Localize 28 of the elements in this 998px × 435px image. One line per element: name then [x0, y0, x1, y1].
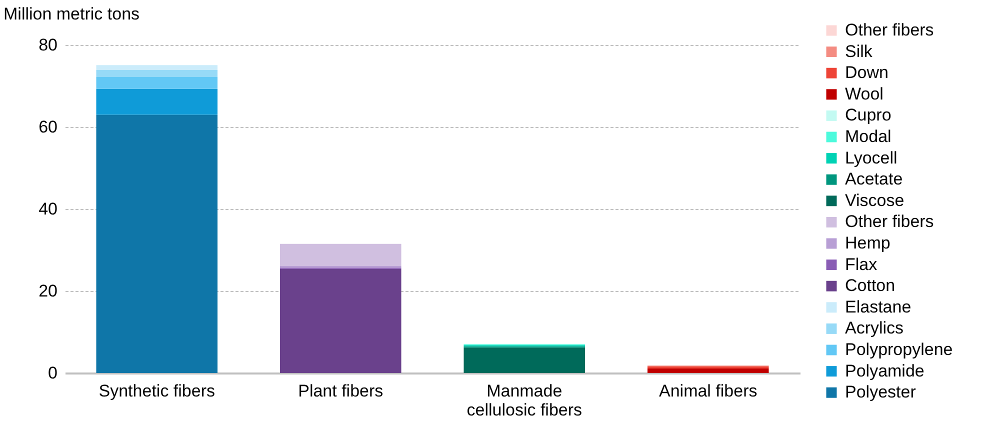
legend-label: Polypropylene	[845, 340, 953, 359]
x-tick-label: Manmade cellulosic fibers	[466, 382, 582, 420]
legend-label: Elastane	[845, 297, 912, 316]
legend-label: Other fibers	[845, 20, 934, 40]
legend-label: Polyamide	[845, 361, 924, 380]
legend-label: Modal	[845, 127, 892, 146]
legend-label: Hemp	[845, 234, 890, 252]
legend-label: Lyocell	[845, 148, 898, 168]
x-tick-label: Plant fibers	[298, 382, 384, 400]
legend-label: Silk	[845, 42, 873, 61]
legend-label: Cupro	[845, 106, 892, 125]
legend-label: Cotton	[845, 276, 896, 296]
y-tick-label: 80	[38, 36, 58, 54]
legend-label: Viscose	[845, 190, 904, 210]
y-tick-label: 40	[38, 200, 58, 218]
legend-label: Flax	[845, 254, 878, 274]
legend-label: Down	[845, 63, 888, 82]
legend-label: Polyester	[845, 382, 916, 402]
legend-label: Other fibers	[845, 212, 934, 232]
y-axis-title: Million metric tons	[4, 4, 140, 24]
y-tick-label: 20	[38, 282, 58, 300]
legend-label: Wool	[845, 84, 884, 104]
legend-label: Acrylics	[845, 318, 904, 338]
x-tick-label: Synthetic fibers	[98, 382, 215, 400]
y-tick-label: 0	[48, 364, 58, 382]
y-tick-label: 60	[38, 118, 58, 136]
x-tick-label: Animal fibers	[658, 382, 758, 400]
legend-label: Acetate	[845, 170, 903, 189]
